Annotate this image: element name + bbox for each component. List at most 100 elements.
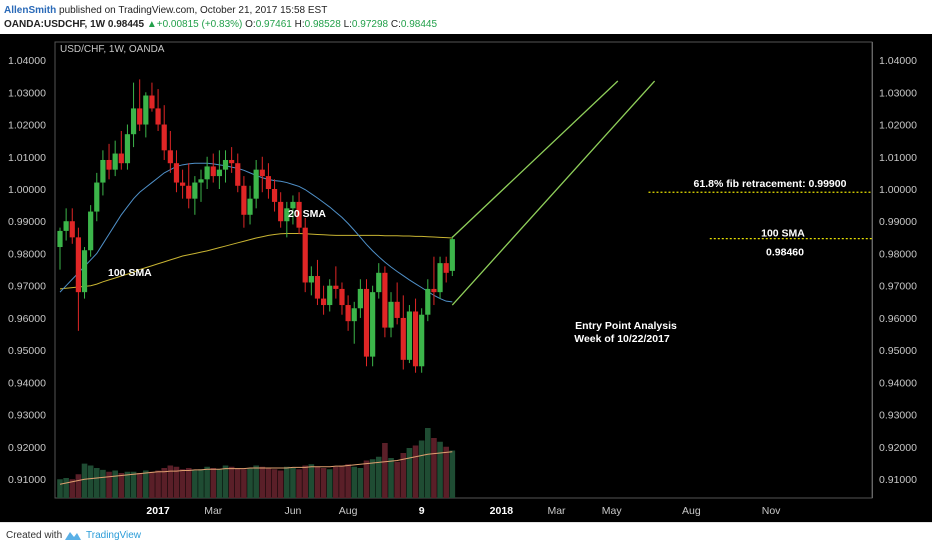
up-arrow-icon: ▲ bbox=[146, 19, 157, 30]
x-tick-label: Jun bbox=[284, 505, 301, 517]
candle-body bbox=[210, 166, 216, 177]
candle-body bbox=[327, 285, 333, 306]
candle-body bbox=[130, 108, 137, 135]
volume-bar bbox=[277, 470, 284, 498]
y-tick-left: 0.96000 bbox=[8, 313, 46, 325]
volume-bar bbox=[149, 471, 155, 498]
candle-body bbox=[320, 298, 327, 306]
y-tick-right: 0.99000 bbox=[879, 216, 917, 228]
channel-line bbox=[451, 80, 656, 306]
volume-bar bbox=[234, 468, 241, 498]
volume-bar bbox=[124, 471, 131, 498]
y-tick-right: 0.93000 bbox=[879, 410, 917, 422]
x-tick-label: 2017 bbox=[146, 505, 170, 517]
y-tick-left: 0.98000 bbox=[8, 248, 46, 260]
candle-body bbox=[382, 272, 388, 328]
candle-body bbox=[443, 263, 449, 273]
candle-body bbox=[161, 124, 167, 151]
candle-body bbox=[88, 211, 94, 251]
candle-body bbox=[216, 169, 222, 177]
volume-bar bbox=[339, 465, 345, 498]
volume-bar bbox=[143, 470, 149, 498]
candle-body bbox=[106, 159, 112, 170]
y-tick-left: 0.97000 bbox=[8, 281, 46, 293]
y-tick-left: 0.94000 bbox=[8, 377, 46, 389]
price-chart[interactable]: USD/CHF, 1W, OANDA 1.04000 1.04000 1.03000… bbox=[0, 34, 932, 522]
candle-body bbox=[437, 263, 443, 293]
x-tick-label: 9 bbox=[419, 505, 425, 517]
candle-body bbox=[290, 201, 296, 209]
volume-bar bbox=[400, 453, 407, 498]
volume-bar bbox=[418, 440, 425, 498]
candle-body bbox=[155, 108, 161, 125]
y-tick-right: 1.04000 bbox=[879, 55, 917, 67]
volume-bar bbox=[136, 473, 143, 498]
volume-bar bbox=[216, 469, 223, 498]
y-tick-right: 0.92000 bbox=[879, 442, 917, 454]
volume-bar bbox=[57, 479, 63, 498]
volume-bar bbox=[247, 468, 253, 498]
candle-body bbox=[419, 314, 425, 367]
volume-bar bbox=[382, 443, 388, 498]
volume-bar bbox=[185, 468, 192, 498]
volume-bar bbox=[222, 465, 229, 498]
candle-body bbox=[345, 305, 351, 322]
candle-body bbox=[69, 221, 75, 238]
chart-background bbox=[0, 34, 932, 522]
candle-body bbox=[137, 108, 143, 125]
ohlc-line: OANDA:USDCHF, 1W 0.98445 ▲+0.00815 (+0.8… bbox=[4, 19, 437, 31]
right-axis-line bbox=[872, 42, 873, 498]
candle-body bbox=[308, 276, 314, 283]
tradingview-logo-icon[interactable] bbox=[64, 529, 82, 543]
x-tick-label: Aug bbox=[682, 505, 701, 517]
tradingview-brand-link[interactable]: TradingView bbox=[86, 530, 142, 541]
candle-body bbox=[100, 159, 106, 183]
candle-body bbox=[333, 285, 339, 289]
sma100-annotation: 100 SMA bbox=[108, 267, 152, 279]
candle-body bbox=[296, 201, 302, 228]
y-tick-right: 1.02000 bbox=[879, 120, 917, 132]
volume-bar bbox=[179, 469, 186, 498]
volume-ma-line bbox=[59, 451, 453, 485]
candle-body bbox=[124, 134, 131, 164]
low-value: 0.97298 bbox=[351, 19, 389, 30]
y-tick-left: 0.95000 bbox=[8, 345, 46, 357]
volume-bar bbox=[425, 428, 431, 498]
candle-body bbox=[425, 288, 431, 315]
sma100-level-label: 100 SMA bbox=[761, 228, 805, 240]
volume-bar bbox=[173, 466, 180, 498]
y-tick-left: 1.04000 bbox=[8, 55, 46, 67]
candle-body bbox=[394, 301, 400, 318]
candle-body bbox=[118, 153, 124, 164]
y-tick-left: 0.99000 bbox=[8, 216, 46, 228]
y-tick-right: 0.94000 bbox=[879, 377, 917, 389]
volume-bar bbox=[259, 466, 266, 498]
publish-line: AllenSmith published on TradingView.com,… bbox=[4, 5, 327, 17]
candle-body bbox=[167, 150, 173, 164]
change-value: +0.00815 (+0.83%) bbox=[156, 19, 243, 30]
volume-bar bbox=[296, 469, 302, 498]
volume-bar bbox=[81, 463, 88, 498]
volume-bar bbox=[155, 470, 161, 498]
author-link[interactable]: AllenSmith bbox=[4, 5, 57, 16]
candle-body bbox=[363, 288, 370, 357]
volume-bar bbox=[357, 468, 364, 498]
candle-body bbox=[57, 230, 63, 248]
candle-body bbox=[388, 301, 394, 328]
volume-bar bbox=[204, 466, 210, 498]
volume-bar bbox=[167, 465, 174, 498]
volume-bar bbox=[290, 468, 296, 498]
candle-body bbox=[412, 311, 419, 367]
candle-body bbox=[253, 169, 259, 199]
candle-body bbox=[173, 163, 180, 183]
candle-body bbox=[400, 317, 406, 360]
y-tick-right: 0.97000 bbox=[879, 281, 917, 293]
volume-bar bbox=[406, 448, 413, 498]
symbol-label: OANDA:USDCHF, 1W bbox=[4, 19, 106, 30]
channel-line bbox=[451, 80, 619, 238]
volume-bar bbox=[130, 471, 137, 498]
volume-bar bbox=[112, 470, 118, 498]
volume-bar bbox=[106, 471, 112, 498]
volume-bar bbox=[100, 469, 106, 498]
volume-bar bbox=[241, 469, 247, 498]
